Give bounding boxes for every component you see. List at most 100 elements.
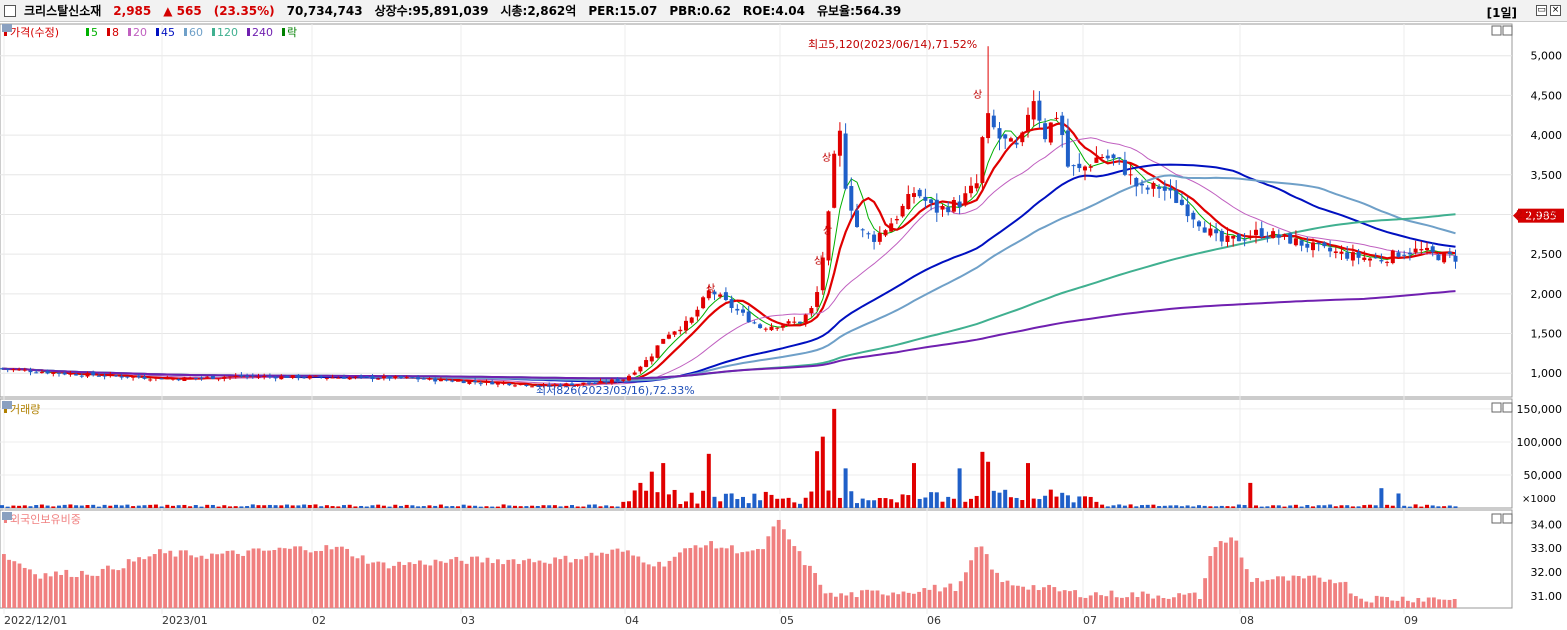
candle[interactable] — [427, 377, 432, 381]
candle[interactable] — [1419, 241, 1424, 255]
candle[interactable] — [706, 285, 711, 301]
candle[interactable] — [342, 374, 346, 379]
candle[interactable] — [1014, 136, 1019, 149]
candle[interactable] — [969, 177, 973, 198]
candle[interactable] — [1043, 118, 1048, 143]
candle[interactable] — [1071, 164, 1076, 176]
candle[interactable] — [1179, 193, 1184, 206]
candle[interactable] — [689, 316, 694, 325]
candle[interactable] — [592, 380, 597, 385]
candle[interactable] — [1100, 154, 1105, 159]
candle[interactable] — [125, 376, 130, 379]
candle[interactable] — [1003, 133, 1008, 150]
candle[interactable] — [900, 203, 905, 218]
candle[interactable] — [564, 382, 569, 388]
candle[interactable] — [199, 376, 204, 381]
candle[interactable] — [376, 377, 381, 380]
candle[interactable] — [1145, 185, 1150, 195]
candle[interactable] — [974, 174, 979, 192]
panel-close-icon[interactable] — [1502, 513, 1513, 524]
candle[interactable] — [552, 383, 557, 388]
candle[interactable] — [267, 373, 272, 379]
candle[interactable] — [1356, 248, 1361, 265]
candle[interactable] — [883, 229, 888, 237]
candle[interactable] — [353, 375, 358, 380]
candle[interactable] — [102, 372, 107, 380]
candle[interactable] — [79, 373, 84, 379]
candle[interactable] — [1214, 222, 1219, 242]
candle[interactable] — [1202, 221, 1207, 233]
candle[interactable] — [912, 187, 916, 204]
candle[interactable] — [461, 379, 466, 384]
candle[interactable] — [604, 378, 609, 385]
candle[interactable] — [478, 380, 483, 387]
panel-handle-icon[interactable] — [2, 24, 12, 32]
candle[interactable] — [712, 289, 717, 301]
candle[interactable] — [319, 374, 324, 379]
candle[interactable] — [934, 193, 939, 222]
panel-maximize-icon[interactable] — [1491, 402, 1502, 413]
candle[interactable] — [929, 198, 934, 211]
candle[interactable] — [1328, 240, 1333, 258]
candle[interactable] — [1197, 219, 1201, 231]
candle[interactable] — [11, 368, 16, 373]
candle[interactable] — [1413, 240, 1418, 255]
candle[interactable] — [906, 185, 911, 210]
panel-close-icon[interactable] — [1502, 25, 1513, 36]
maximize-icon[interactable]: ▭ — [1536, 5, 1547, 16]
candle[interactable] — [872, 230, 877, 250]
candle[interactable] — [159, 378, 164, 380]
candle[interactable] — [530, 386, 535, 388]
candle[interactable] — [518, 383, 523, 386]
candle[interactable] — [416, 374, 421, 383]
candle[interactable] — [381, 373, 386, 381]
candle[interactable] — [307, 374, 312, 380]
candle[interactable] — [1430, 242, 1435, 257]
candle[interactable] — [74, 372, 79, 376]
candle[interactable] — [1191, 210, 1196, 228]
volume-panel[interactable] — [0, 398, 1513, 509]
candle[interactable] — [1008, 136, 1013, 142]
candle[interactable] — [165, 375, 170, 380]
candle[interactable] — [763, 327, 768, 332]
candle[interactable] — [467, 380, 472, 385]
candle[interactable] — [627, 374, 631, 382]
candle[interactable] — [421, 377, 426, 380]
candle[interactable] — [1425, 242, 1429, 255]
candle[interactable] — [957, 195, 962, 215]
panel-handle-icon[interactable] — [2, 401, 12, 409]
candle[interactable] — [723, 287, 728, 302]
candle[interactable] — [119, 374, 124, 380]
candle[interactable] — [222, 375, 227, 382]
candle[interactable] — [1122, 151, 1127, 177]
candle[interactable] — [347, 376, 352, 380]
candle[interactable] — [701, 295, 706, 310]
candle[interactable] — [1174, 180, 1179, 204]
candle[interactable] — [176, 378, 181, 382]
candle[interactable] — [1339, 245, 1344, 260]
candle[interactable] — [541, 383, 546, 388]
candle[interactable] — [587, 382, 592, 386]
candle[interactable] — [444, 378, 449, 382]
candle[interactable] — [438, 377, 443, 382]
panel-maximize-icon[interactable] — [1491, 25, 1502, 36]
candle[interactable] — [495, 381, 500, 388]
candle[interactable] — [1219, 228, 1224, 247]
candle[interactable] — [980, 135, 985, 192]
candle[interactable] — [1077, 153, 1082, 173]
candle[interactable] — [889, 217, 894, 232]
candle[interactable] — [1396, 249, 1401, 258]
candle[interactable] — [490, 379, 495, 385]
candle[interactable] — [1231, 235, 1236, 247]
candle[interactable] — [433, 377, 438, 385]
candle[interactable] — [22, 367, 27, 372]
candle[interactable] — [615, 377, 620, 383]
candle[interactable] — [1379, 253, 1384, 264]
candle[interactable] — [741, 305, 745, 317]
candle[interactable] — [598, 378, 603, 384]
candle[interactable] — [324, 377, 329, 381]
candle[interactable] — [285, 375, 289, 379]
candle[interactable] — [837, 122, 842, 167]
candle[interactable] — [1020, 131, 1025, 147]
candle[interactable] — [85, 371, 90, 379]
